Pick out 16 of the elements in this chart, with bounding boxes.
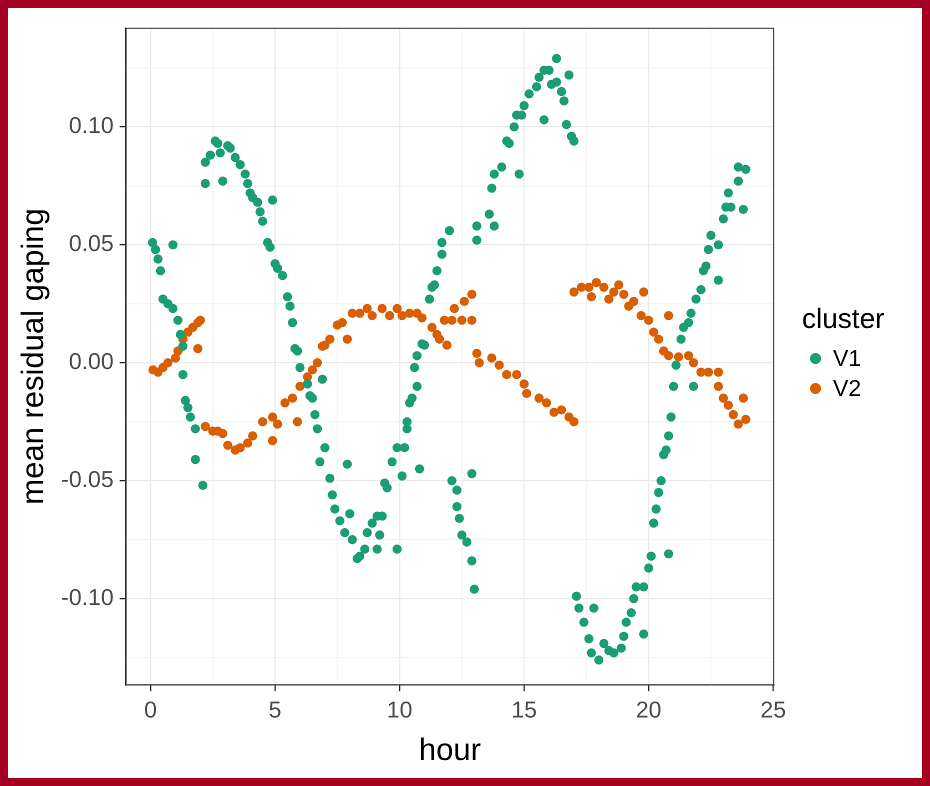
y-tick-label: 0.10 — [68, 112, 114, 138]
y-tick-label: -0.10 — [61, 584, 114, 610]
x-tick-label: 15 — [511, 696, 537, 722]
y-tick-label: -0.05 — [61, 466, 114, 492]
legend-title: cluster — [802, 303, 884, 335]
x-tick-label: 0 — [144, 696, 157, 722]
y-axis-title: mean residual gaping — [15, 208, 50, 505]
legend-label: V1 — [833, 344, 862, 372]
y-tick-label: 0.00 — [68, 348, 114, 374]
x-tick-label: 20 — [636, 696, 662, 722]
x-axis-title: hour — [418, 732, 481, 767]
y-tick-label: 0.05 — [68, 230, 114, 256]
x-tick-label: 25 — [760, 696, 786, 722]
x-tick-label: 10 — [386, 696, 412, 722]
x-tick-label: 5 — [268, 696, 282, 722]
legend-label: V2 — [833, 374, 862, 402]
